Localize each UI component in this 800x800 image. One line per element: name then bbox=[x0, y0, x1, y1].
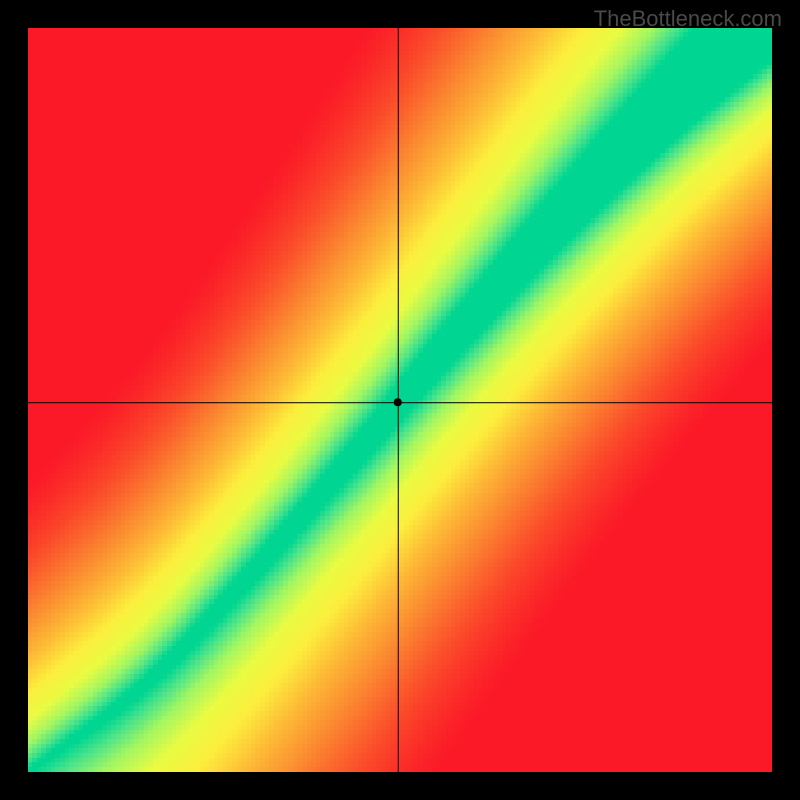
watermark-text: TheBottleneck.com bbox=[594, 6, 782, 32]
chart-container: TheBottleneck.com bbox=[0, 0, 800, 800]
heatmap-canvas bbox=[28, 28, 772, 772]
